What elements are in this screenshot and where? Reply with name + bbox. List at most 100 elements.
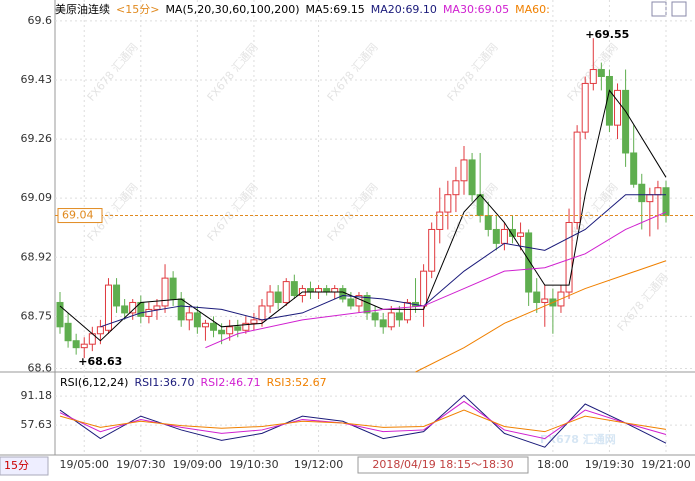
legend-entry: RSI1:36.70	[134, 376, 194, 389]
candle-body	[662, 187, 670, 217]
y-tick-label: 69.6	[28, 14, 53, 27]
indicator: MA(5,20,30,60,100,200)	[165, 3, 299, 16]
high-label: +69.55	[585, 28, 629, 41]
price-label: 69.04	[62, 209, 94, 222]
y-tick-label: 57.63	[21, 418, 53, 431]
line	[100, 194, 666, 328]
candle-body	[104, 284, 112, 331]
period-button[interactable]	[0, 456, 49, 476]
y-tick-label: 68.92	[21, 250, 53, 263]
legend-entry: MA60:	[515, 3, 550, 16]
candle-body	[185, 312, 193, 321]
candle-body	[420, 270, 428, 307]
candle-body	[565, 222, 573, 293]
candle-body	[153, 305, 161, 310]
candle-body	[654, 187, 662, 196]
candle-body	[80, 343, 88, 349]
legend-entry: MA20:69.10	[371, 3, 437, 16]
x-tick-label: 19/10:30	[229, 458, 278, 471]
candle-body	[468, 159, 476, 196]
candle-body	[113, 284, 121, 307]
candle-body	[371, 312, 379, 321]
chart-title: 美原油连续	[55, 2, 110, 16]
candle-body	[460, 159, 468, 182]
candle-body	[56, 301, 64, 328]
legend-entry: MA5:69.15	[306, 3, 365, 16]
line	[205, 211, 667, 349]
candle-body	[492, 228, 500, 244]
candle-body	[403, 301, 411, 321]
period-button-label[interactable]: 15分	[4, 459, 29, 472]
candle-body	[573, 131, 581, 224]
line	[59, 409, 667, 433]
candle-body	[121, 305, 129, 314]
x-tick-label: 19/12:00	[294, 458, 343, 471]
candle-body	[428, 228, 436, 272]
candle-body	[436, 211, 444, 230]
line	[415, 260, 667, 373]
candle-body	[72, 340, 80, 349]
candle-body	[210, 322, 218, 331]
y-tick-label: 69.09	[21, 191, 53, 204]
legend-entry: RSI3:52.67	[267, 376, 327, 389]
icon-button[interactable]	[651, 1, 667, 17]
candle-body	[169, 277, 177, 300]
candle-body	[315, 288, 323, 293]
candle-body	[597, 69, 605, 77]
rsi-title: RSI(6,12,24)	[60, 376, 128, 389]
candle-body	[234, 326, 242, 331]
candle-body	[218, 329, 226, 335]
candle-body	[258, 305, 266, 321]
period: <15分>	[116, 3, 159, 16]
candle-body	[646, 194, 654, 203]
candle-body	[541, 298, 549, 303]
candle-body	[638, 183, 646, 203]
x-tick-label: 19/05:00	[60, 458, 109, 471]
candle-body	[484, 215, 492, 230]
candle-body	[331, 288, 339, 293]
candle-body	[177, 298, 185, 321]
candle-body	[379, 319, 387, 328]
y-tick-label: 69.43	[21, 73, 53, 86]
candle-body	[250, 319, 258, 324]
x-tick-label: 19/07:30	[116, 458, 165, 471]
candle-body	[193, 312, 201, 328]
low-label: +68.63	[78, 355, 122, 368]
candle-body	[517, 232, 525, 237]
price-label-box	[57, 208, 103, 224]
x-tick-label: 18:00	[537, 458, 569, 471]
candle-body	[339, 288, 347, 300]
candle-body	[533, 291, 541, 303]
candle-body	[347, 298, 355, 307]
x-tick-label: 19/19:30	[585, 458, 634, 471]
x-tick-label: 19/09:00	[173, 458, 222, 471]
candle-body	[614, 89, 622, 126]
candle-body	[96, 326, 104, 335]
candle-body	[226, 326, 234, 335]
y-tick-label: 68.6	[28, 362, 53, 375]
candle-body	[395, 312, 403, 321]
legend-entry: MA30:69.05	[443, 3, 509, 16]
candle-body	[589, 69, 597, 84]
candle-body	[605, 75, 613, 126]
candle-body	[201, 322, 209, 328]
candle-body	[630, 152, 638, 185]
icon-button[interactable]	[671, 1, 687, 17]
candle-body	[145, 308, 153, 317]
candle-body	[323, 288, 331, 293]
cursor-label: 2018/04/19 18:15～18:30	[372, 458, 513, 471]
candle-body	[444, 194, 452, 213]
candle-body	[525, 232, 533, 293]
candle-body	[387, 312, 395, 328]
x-tick-label: 19/21:00	[641, 458, 690, 471]
legend-entry: RSI2:46.71	[201, 376, 261, 389]
candle-body	[452, 180, 460, 196]
candle-body	[508, 228, 516, 237]
candle-body	[242, 322, 250, 331]
candle-body	[161, 277, 169, 307]
y-tick-label: 69.26	[21, 132, 53, 145]
y-tick-label: 91.18	[21, 389, 53, 402]
candle-body	[581, 82, 589, 133]
candle-body	[282, 281, 290, 303]
